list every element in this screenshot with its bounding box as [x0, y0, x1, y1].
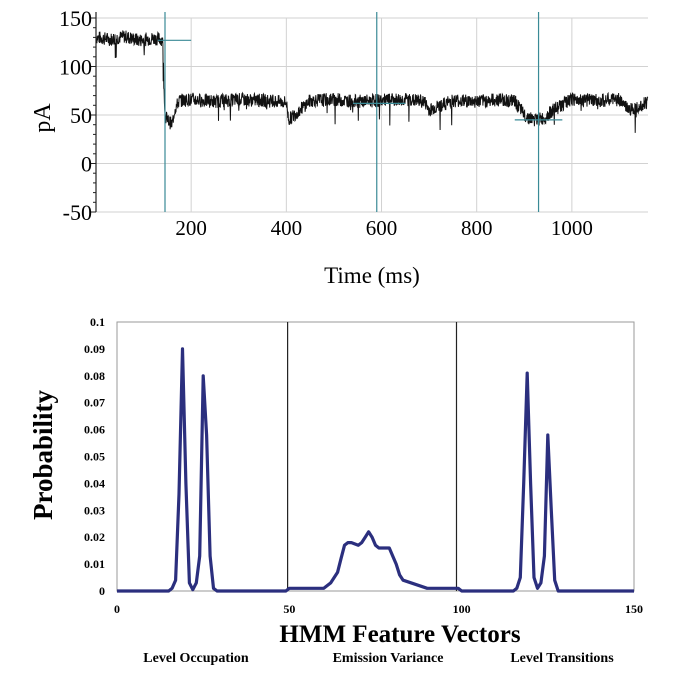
- section-label-level-occupation: Level Occupation: [143, 651, 249, 666]
- bottom-y-tick-label: 0: [99, 584, 105, 598]
- probability-series: [117, 347, 634, 593]
- hmm-probability-chart: 0 0.01 0.02 0.03 0.04 0.05 0.06 0.07 0.08 0.09 0.1…: [28, 315, 643, 666]
- bottom-y-tick-labels: 0 0.01 0.02 0.03 0.04 0.05 0.06 0.07 0.08 0.09 0.1: [84, 315, 105, 598]
- top-x-tick-label: 1000: [551, 216, 593, 240]
- bottom-x-tick-label: 150: [625, 602, 643, 616]
- top-x-tick-label: 600: [366, 216, 398, 240]
- section-label-level-transitions: Level Transitions: [510, 651, 614, 666]
- bottom-y-tick-label: 0.01: [84, 557, 105, 571]
- bottom-y-tick-label: 0.06: [84, 423, 105, 437]
- top-x-tick-label: 400: [271, 216, 303, 240]
- top-chart-markers: [157, 12, 563, 212]
- current-trace-line: [95, 30, 649, 133]
- bottom-y-tick-label: 0.05: [84, 450, 105, 464]
- top-x-tick-label: 800: [461, 216, 493, 240]
- bottom-y-tick-label: 0.1: [90, 315, 105, 329]
- section-dividers: [287, 322, 458, 591]
- bottom-y-tick-label: 0.08: [84, 369, 105, 383]
- top-y-tick-label: 50: [70, 103, 92, 128]
- bottom-y-tick-label: 0.04: [84, 476, 105, 490]
- bottom-x-tick-labels: 0 50 100 150: [114, 602, 643, 616]
- probability-line: [117, 347, 634, 593]
- current-trace-chart: 150 100 50 0 -50 200 400 600 800 1000 pA Time (m…: [30, 6, 649, 288]
- section-label-emission-variance: Emission Variance: [333, 651, 444, 666]
- bottom-x-axis-label: HMM Feature Vectors: [279, 621, 520, 648]
- bottom-y-tick-label: 0.09: [84, 342, 105, 356]
- bottom-y-axis-label: Probability: [28, 389, 58, 520]
- bottom-y-tick-label: 0.07: [84, 396, 105, 410]
- bottom-x-tick-label: 0: [114, 602, 120, 616]
- top-y-axis-label: pA: [30, 103, 56, 133]
- bottom-y-tick-label: 0.02: [84, 530, 105, 544]
- current-trace-series: [95, 30, 649, 133]
- top-y-tick-label: 100: [59, 55, 92, 80]
- top-chart-axes: [91, 12, 97, 213]
- bottom-x-tick-label: 100: [453, 602, 471, 616]
- top-y-tick-label: 150: [59, 6, 92, 31]
- top-x-axis-label: Time (ms): [324, 263, 420, 288]
- bottom-y-tick-label: 0.03: [84, 503, 105, 517]
- top-y-tick-labels: 150 100 50 0 -50: [59, 6, 92, 225]
- top-y-tick-label: 0: [81, 152, 92, 177]
- top-x-tick-label: 200: [175, 216, 207, 240]
- top-x-tick-labels: 200 400 600 800 1000: [175, 216, 592, 240]
- top-y-tick-label: -50: [63, 200, 92, 225]
- plot-area-frame: [116, 321, 635, 592]
- top-chart-grid: [96, 17, 648, 213]
- bottom-x-tick-label: 50: [283, 602, 295, 616]
